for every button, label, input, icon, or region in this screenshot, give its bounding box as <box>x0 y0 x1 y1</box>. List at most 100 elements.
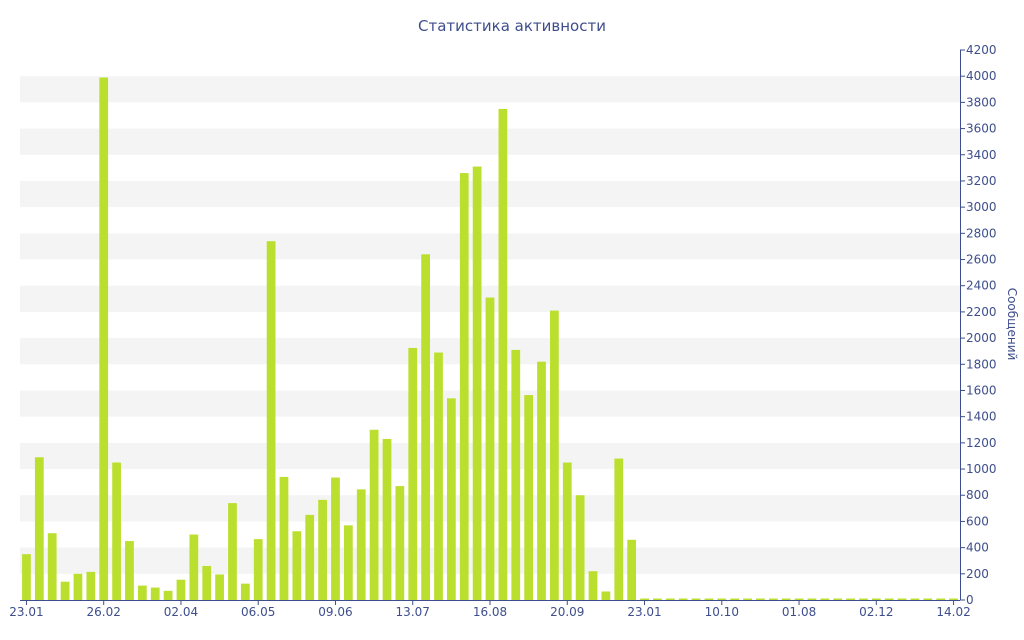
y-axis: 0 200 400 600 800 1000 1200 1400 1600 1800 2000 220… <box>960 43 997 607</box>
bar <box>47 533 57 600</box>
bar <box>640 598 649 600</box>
bar <box>86 571 96 600</box>
bar <box>614 458 624 600</box>
x-tick-label: 20.09 <box>550 605 584 619</box>
bar <box>150 587 160 600</box>
bar <box>73 573 83 600</box>
bar <box>807 598 817 600</box>
bar <box>743 598 752 600</box>
bar <box>511 349 521 600</box>
bar <box>871 598 881 600</box>
x-tick-label: 01.08 <box>782 605 816 619</box>
bar <box>202 565 212 600</box>
bar <box>653 598 662 600</box>
bar <box>266 241 276 600</box>
bar <box>215 574 224 600</box>
y-tick-label: 0 <box>966 593 974 607</box>
bar <box>691 598 701 600</box>
x-tick-label: 26.02 <box>87 605 121 619</box>
bar <box>369 429 379 600</box>
bar <box>279 476 289 600</box>
bar <box>833 598 843 600</box>
y-tick-label: 1600 <box>966 383 997 397</box>
bar <box>228 503 237 600</box>
bar <box>112 462 121 600</box>
y-tick-label: 3200 <box>966 174 997 188</box>
bar <box>678 598 688 600</box>
bar <box>331 477 340 600</box>
bar <box>665 598 675 600</box>
x-tick-label: 02.04 <box>164 605 198 619</box>
bar <box>627 539 637 600</box>
bar <box>756 598 765 600</box>
bar <box>794 598 804 600</box>
bar <box>781 598 791 600</box>
x-axis: 23.01 26.02 02.04 06.05 09.06 13.07 16.08 20.09… <box>9 600 971 619</box>
bar <box>421 254 430 601</box>
bar <box>125 541 134 600</box>
x-tick-label: 06.05 <box>241 605 275 619</box>
bar <box>949 598 958 600</box>
bar <box>936 598 946 600</box>
bar <box>382 438 392 600</box>
bar <box>356 489 366 600</box>
bar <box>305 514 315 600</box>
y-tick-label: 1200 <box>966 436 997 450</box>
bar <box>459 173 469 600</box>
bar <box>717 598 727 600</box>
bar <box>498 108 508 601</box>
bar <box>601 591 611 600</box>
bar <box>137 585 147 600</box>
x-tick-label: 14.02 <box>936 605 970 619</box>
x-tick-label: 16.08 <box>473 605 507 619</box>
bar <box>189 534 199 600</box>
bar <box>562 462 572 600</box>
grid-band <box>20 233 960 260</box>
y-tick-label: 800 <box>966 488 989 502</box>
grid-band <box>20 76 960 103</box>
y-tick-label: 200 <box>966 567 989 581</box>
bar <box>395 486 405 600</box>
bar <box>485 297 495 600</box>
x-tick-label: 09.06 <box>318 605 352 619</box>
y-tick-label: 400 <box>966 541 989 555</box>
bar <box>859 598 868 600</box>
bar <box>923 598 933 600</box>
y-axis-title: Сообщений <box>1005 288 1019 361</box>
bar <box>524 395 534 600</box>
x-tick-label: 23.01 <box>9 605 43 619</box>
y-tick-label: 2400 <box>966 279 997 293</box>
bar <box>897 598 907 600</box>
y-tick-label: 600 <box>966 514 989 528</box>
bar <box>446 398 456 600</box>
bar <box>60 581 70 600</box>
x-tick-label: 02.12 <box>859 605 893 619</box>
y-tick-label: 4200 <box>966 43 997 57</box>
bar <box>34 457 44 600</box>
bar <box>768 598 778 600</box>
bar <box>588 571 598 600</box>
bar <box>472 166 482 601</box>
bar <box>730 598 740 600</box>
y-tick-label: 2000 <box>966 331 997 345</box>
bar <box>550 310 559 600</box>
bar <box>704 598 714 600</box>
bar <box>820 598 830 600</box>
chart-title: Статистика активности <box>418 17 606 35</box>
y-tick-label: 1800 <box>966 357 997 371</box>
bar <box>163 590 173 600</box>
bar-series <box>22 77 958 601</box>
bar <box>318 499 327 600</box>
grid-band <box>20 128 960 155</box>
y-tick-label: 3000 <box>966 200 997 214</box>
bar <box>176 579 186 600</box>
y-tick-label: 3400 <box>966 148 997 162</box>
y-tick-label: 3600 <box>966 122 997 136</box>
bar <box>910 598 920 600</box>
bar <box>846 598 855 600</box>
x-tick-label: 23.01 <box>627 605 661 619</box>
y-tick-label: 4000 <box>966 69 997 83</box>
x-tick-label: 10.10 <box>705 605 739 619</box>
